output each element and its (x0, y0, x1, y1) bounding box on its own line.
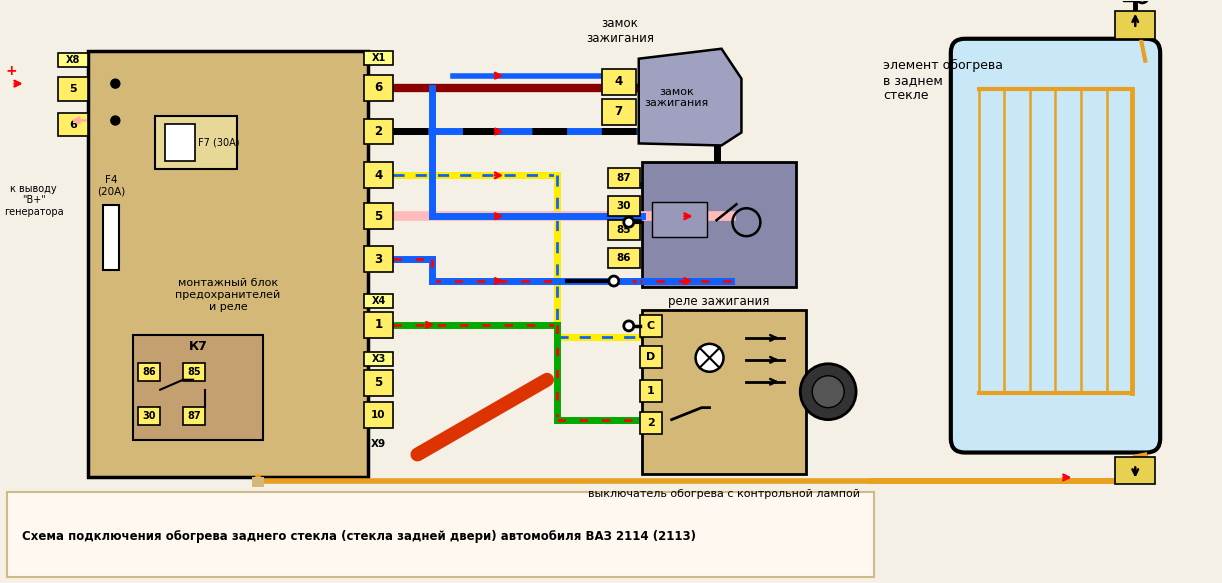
Circle shape (623, 321, 634, 331)
Bar (640, 346, 661, 368)
Bar (607, 196, 640, 216)
Bar (364, 163, 393, 188)
Text: 85: 85 (617, 225, 631, 235)
Text: D: D (646, 352, 655, 362)
Bar (364, 118, 393, 145)
Circle shape (1136, 0, 1149, 3)
Text: 86: 86 (617, 253, 631, 263)
Bar (602, 69, 635, 94)
Text: F4
(20А): F4 (20А) (98, 174, 126, 196)
Text: X4: X4 (371, 296, 386, 306)
Bar (59, 113, 88, 136)
Bar (6, 493, 874, 577)
Bar (183, 363, 205, 381)
Text: 85: 85 (187, 367, 200, 377)
Bar (607, 248, 640, 268)
Bar (364, 246, 393, 272)
Text: 6: 6 (374, 81, 382, 94)
Bar (640, 380, 661, 402)
Text: 1: 1 (646, 386, 655, 396)
Bar (651, 202, 706, 237)
Text: замок
зажигания: замок зажигания (585, 17, 654, 45)
Text: 87: 87 (616, 173, 631, 183)
FancyBboxPatch shape (951, 38, 1160, 452)
Text: 30: 30 (143, 410, 156, 420)
Text: 3: 3 (374, 252, 382, 266)
Circle shape (111, 116, 120, 125)
Bar (364, 294, 393, 308)
Circle shape (609, 276, 618, 286)
Text: F7 (30А): F7 (30А) (198, 138, 240, 147)
Bar (642, 163, 797, 287)
Bar (364, 75, 393, 101)
Bar (138, 407, 160, 424)
Text: 5: 5 (70, 83, 77, 94)
Text: 10: 10 (371, 410, 386, 420)
Bar (155, 115, 237, 170)
Text: 4: 4 (374, 169, 382, 182)
Circle shape (695, 344, 723, 372)
Text: монтажный блок
предохранителей
и реле: монтажный блок предохранителей и реле (176, 279, 281, 311)
Text: X1: X1 (371, 52, 386, 63)
Text: К7: К7 (188, 340, 208, 353)
Bar (1116, 11, 1155, 38)
Text: X3: X3 (371, 354, 386, 364)
Bar (183, 407, 205, 424)
Text: C: C (646, 321, 655, 331)
Text: 30: 30 (617, 201, 631, 211)
Text: 86: 86 (143, 367, 156, 377)
Text: 87: 87 (187, 410, 200, 420)
Text: Схема подключения обогрева заднего стекла (стекла задней двери) автомобиля ВАЗ 2: Схема подключения обогрева заднего стекл… (22, 530, 695, 543)
Text: выключатель обогрева с контрольной лампой: выключатель обогрева с контрольной лампо… (588, 489, 860, 500)
Circle shape (813, 376, 844, 408)
Text: 4: 4 (615, 75, 623, 88)
Circle shape (623, 217, 634, 227)
Bar (642, 310, 807, 475)
Bar (59, 76, 88, 101)
Bar (88, 51, 368, 477)
Circle shape (111, 79, 120, 88)
Text: реле зажигания: реле зажигания (668, 296, 770, 308)
Text: элемент обогрева
в заднем
стекле: элемент обогрева в заднем стекле (884, 59, 1003, 102)
Bar (640, 315, 661, 337)
Bar (364, 352, 393, 366)
Bar (1116, 456, 1155, 484)
Text: замок
зажигания: замок зажигания (644, 87, 709, 108)
Text: X8: X8 (66, 55, 81, 65)
Text: 5: 5 (374, 210, 382, 223)
Bar (364, 312, 393, 338)
Bar (364, 402, 393, 427)
Bar (104, 205, 120, 270)
Text: 6: 6 (70, 120, 77, 129)
Polygon shape (639, 49, 742, 145)
Bar (602, 99, 635, 125)
Bar (640, 412, 661, 434)
Bar (59, 52, 88, 66)
Bar (364, 203, 393, 229)
Circle shape (800, 364, 857, 420)
Text: 1: 1 (374, 318, 382, 331)
Text: X9: X9 (370, 438, 386, 448)
Text: 2: 2 (646, 417, 655, 427)
Bar (607, 168, 640, 188)
Text: 2: 2 (374, 125, 382, 138)
Bar (607, 220, 640, 240)
Bar (133, 335, 263, 440)
Bar (252, 477, 264, 487)
Bar (364, 370, 393, 396)
Text: +: + (6, 64, 17, 78)
Bar (1123, 0, 1135, 1)
Bar (138, 363, 160, 381)
Text: к выводу
"В+"
генератора: к выводу "В+" генератора (4, 184, 64, 217)
Text: 5: 5 (374, 376, 382, 389)
Bar (364, 51, 393, 65)
Text: 7: 7 (615, 105, 623, 118)
Bar (165, 124, 196, 161)
